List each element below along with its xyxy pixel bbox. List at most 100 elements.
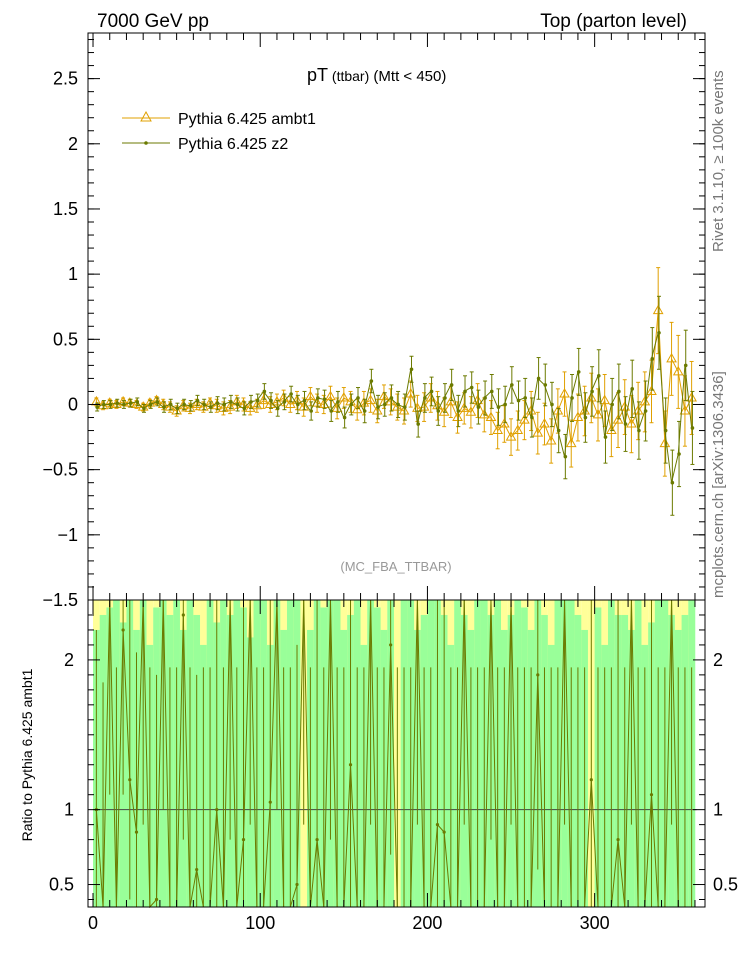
z2-point — [389, 396, 394, 400]
z2-point — [202, 402, 206, 407]
z2-point — [429, 389, 434, 394]
ambt1-point — [244, 402, 256, 412]
z2-point — [516, 398, 521, 403]
z2-point — [530, 415, 534, 420]
ambt1-point — [452, 411, 463, 422]
ambt1-point — [505, 431, 517, 441]
z2-point — [449, 383, 454, 387]
ambt1-point — [619, 401, 631, 411]
mcplots-label: mcplots.cern.ch [arXiv:1306.3436] — [710, 371, 727, 598]
z2-point — [463, 389, 467, 394]
title-main: pT — [307, 65, 328, 85]
ambt1-point — [485, 411, 497, 422]
z2-point — [443, 396, 447, 400]
ambt1-point — [519, 414, 530, 424]
z2-point — [302, 398, 307, 403]
ambt1-point — [592, 408, 604, 419]
z2-point — [456, 409, 461, 413]
series-ambt1-line — [96, 310, 693, 444]
header-right: Top (parton level) — [540, 11, 687, 32]
z2-point — [122, 402, 126, 407]
z2-point — [362, 409, 367, 413]
xtick-label: 200 — [412, 913, 442, 933]
ambt1-point — [686, 391, 697, 402]
ratio-ytick-label-right: 0.5 — [713, 875, 738, 895]
z2-point — [396, 402, 400, 407]
z2-point — [215, 401, 220, 405]
z2-point — [222, 402, 227, 407]
z2-point — [182, 402, 186, 407]
main-layer — [91, 267, 697, 516]
z2-point — [316, 396, 320, 400]
plot-title: pT (ttbar) (Mtt < 450) — [307, 65, 446, 85]
ambt1-point — [365, 394, 376, 405]
z2-point — [503, 402, 507, 407]
z2-point — [162, 405, 166, 409]
legend-label-ambt1: Pythia 6.425 ambt1 — [178, 111, 316, 128]
ratio-ylabel: Ratio to Pythia 6.425 ambt1 — [19, 668, 35, 841]
ambt1-point — [652, 304, 664, 315]
z2-point — [289, 392, 293, 396]
main-ytick-label: 2.5 — [53, 69, 78, 89]
ambt1-point — [606, 424, 617, 435]
ratio-frame — [87, 599, 706, 908]
z2-point — [563, 454, 568, 459]
ambt1-point — [398, 404, 410, 415]
ambt1-point — [599, 394, 611, 405]
z2-point — [617, 389, 621, 394]
z2-point — [329, 409, 334, 413]
ratio-ytick-label-right: 1 — [713, 800, 723, 820]
legend: Pythia 6.425 ambt1 Pythia 6.425 z2 — [122, 110, 316, 153]
z2-point — [436, 409, 441, 413]
z2-point — [195, 398, 200, 403]
ambt1-point — [572, 411, 584, 422]
ambt1-point — [632, 404, 644, 415]
xtick-label: 0 — [88, 913, 98, 933]
z2-point — [469, 385, 474, 390]
ambt1-point — [672, 365, 684, 376]
ambt1-point — [385, 395, 397, 406]
z2-point — [657, 330, 661, 335]
ambt1-point — [224, 401, 236, 411]
z2-point — [242, 406, 247, 411]
z2-point — [556, 428, 561, 433]
z2-point — [342, 415, 347, 420]
z2-point — [690, 426, 695, 430]
z2-point — [235, 402, 240, 407]
z2-point — [309, 409, 313, 413]
z2-point — [423, 396, 427, 400]
xtick-label: 300 — [580, 913, 610, 933]
z2-point — [148, 402, 153, 407]
ambt1-point — [325, 390, 336, 401]
ambt1-point — [151, 394, 162, 405]
z2-point — [583, 415, 588, 420]
z2-point — [496, 405, 501, 409]
ambt1-point — [585, 391, 597, 402]
ambt1-point — [539, 418, 550, 428]
ambt1-point — [565, 437, 577, 448]
ratio-ytick-label-right: 2 — [713, 650, 723, 670]
ambt1-point — [532, 427, 544, 437]
z2-point — [677, 452, 681, 456]
z2-point — [135, 400, 140, 404]
ratio-ytick-label: 1 — [64, 800, 74, 820]
z2-point — [523, 396, 528, 400]
z2-point — [296, 402, 300, 407]
z2-point — [603, 435, 608, 439]
ambt1-point — [144, 397, 156, 407]
ambt1-point — [659, 437, 671, 448]
z2-point — [229, 400, 233, 404]
z2-point — [510, 383, 514, 387]
z2-point — [403, 405, 407, 409]
ambt1-point — [478, 408, 490, 419]
z2-point — [115, 401, 120, 405]
ambt1-point — [666, 352, 677, 363]
z2-point — [108, 402, 113, 407]
main-ytick-label: 0.5 — [53, 329, 78, 349]
ratio-layer — [93, 599, 697, 909]
main-ytick-label: 0 — [68, 394, 78, 414]
z2-point — [637, 428, 641, 433]
main-ytick-label: −1.5 — [42, 590, 78, 610]
z2-point — [550, 402, 554, 407]
